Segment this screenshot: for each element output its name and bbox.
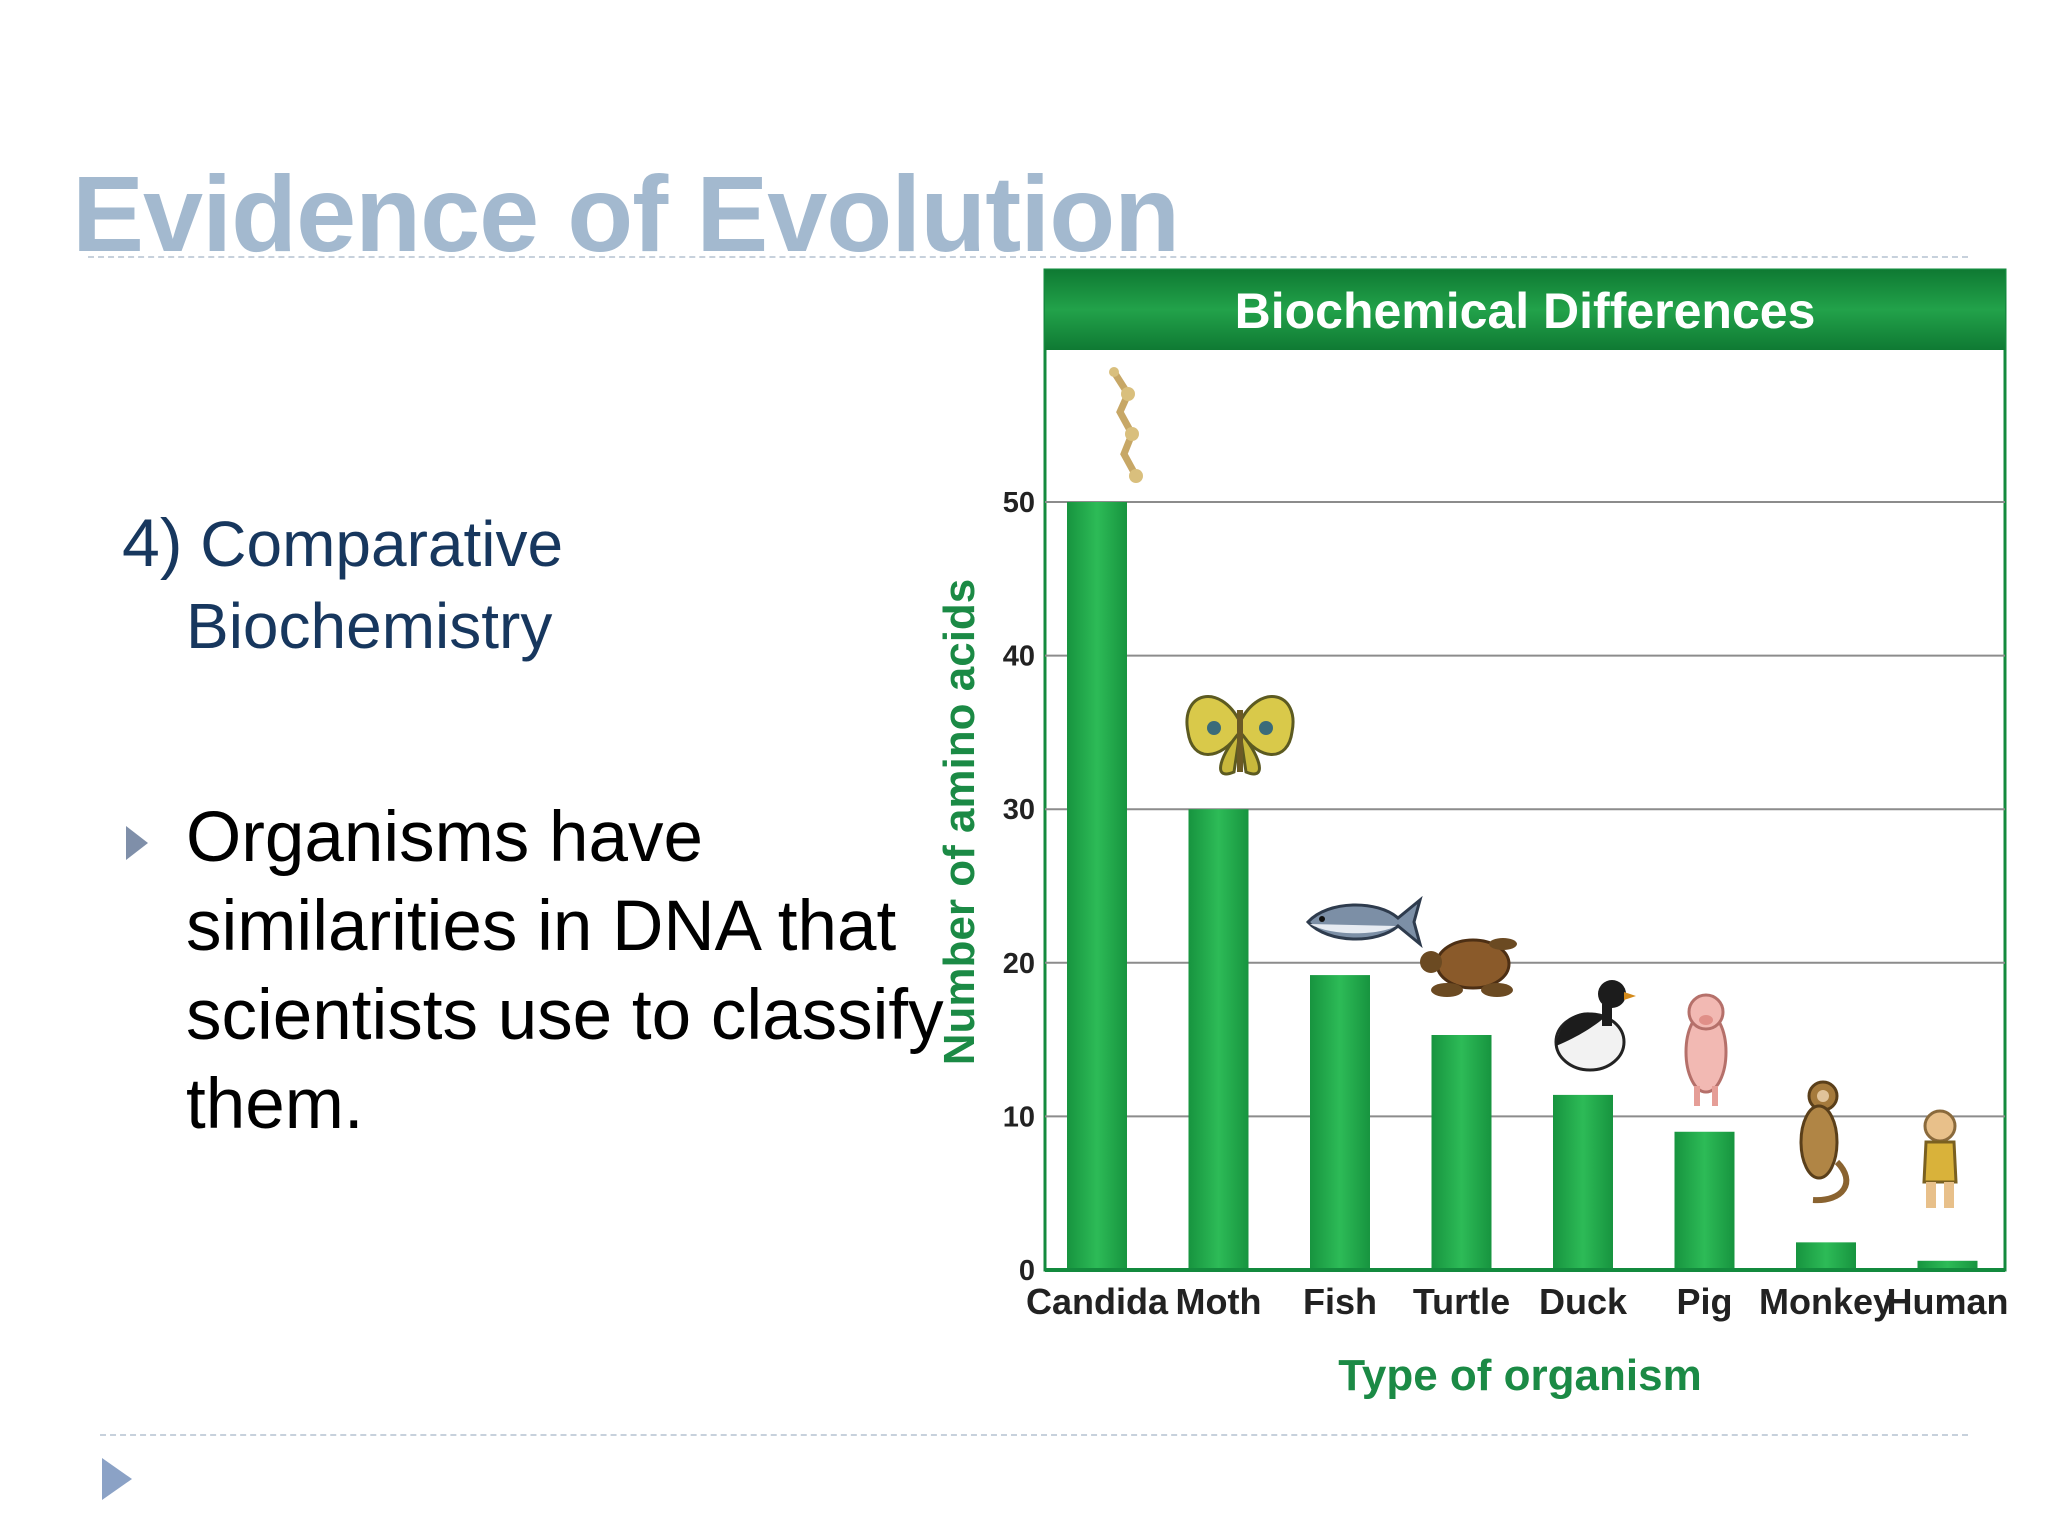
subheading-line1: Comparative bbox=[200, 508, 564, 580]
bar-moth bbox=[1188, 809, 1249, 1270]
y-tick-label: 20 bbox=[1003, 948, 1035, 980]
x-tick-label: Candida bbox=[1026, 1281, 1169, 1322]
slide-nav-arrow-icon[interactable] bbox=[102, 1458, 132, 1500]
human-icon bbox=[1922, 1109, 1958, 1208]
bar-pig bbox=[1674, 1131, 1735, 1270]
bar-human bbox=[1917, 1260, 1978, 1270]
bullet-text: Organisms have similarities in DNA that … bbox=[186, 798, 944, 1144]
x-tick-label: Pig bbox=[1676, 1281, 1732, 1322]
subheading-number: 4) bbox=[122, 505, 183, 581]
x-tick-label: Turtle bbox=[1413, 1281, 1510, 1322]
bar-monkey bbox=[1796, 1242, 1856, 1270]
chart-title: Biochemical Differences bbox=[1235, 283, 1816, 339]
subheading-line2: Biochemistry bbox=[186, 590, 553, 662]
x-tick-label: Moth bbox=[1176, 1281, 1262, 1322]
subheading: 4) Comparative Biochemistry bbox=[122, 502, 922, 667]
x-tick-label: Monkey bbox=[1759, 1281, 1893, 1322]
bar-fish bbox=[1310, 975, 1370, 1270]
turtle-icon bbox=[1420, 938, 1517, 997]
slide-title: Evidence of Evolution bbox=[72, 160, 1180, 258]
monkey-icon bbox=[1799, 1080, 1850, 1204]
moth-icon bbox=[1185, 695, 1295, 776]
chart-header bbox=[1045, 270, 2005, 350]
x-tick-label: Duck bbox=[1539, 1281, 1628, 1322]
x-tick-label: Fish bbox=[1303, 1281, 1377, 1322]
y-tick-label: 10 bbox=[1003, 1101, 1035, 1133]
bar-duck bbox=[1553, 1094, 1613, 1270]
duck-icon bbox=[1554, 980, 1636, 1072]
y-tick-label: 50 bbox=[1003, 487, 1035, 519]
bar-chart: Biochemical Differences 0 10 20 30 40 50 Cand… bbox=[935, 268, 2009, 1400]
footer-divider bbox=[100, 1434, 1968, 1436]
x-axis-title: Type of organism bbox=[1338, 1351, 1701, 1400]
title-divider bbox=[88, 256, 1968, 258]
bar-candida bbox=[1067, 502, 1127, 1270]
bullet-arrow-icon bbox=[126, 826, 148, 860]
y-axis-title: Number of amino acids bbox=[935, 579, 984, 1066]
y-tick-label: 0 bbox=[1019, 1255, 1035, 1287]
x-tick-label: Human bbox=[1886, 1281, 2008, 1322]
y-tick-label: 40 bbox=[1003, 641, 1035, 673]
bar-turtle bbox=[1431, 1034, 1492, 1270]
candida-icon bbox=[1109, 367, 1143, 483]
y-tick-label: 30 bbox=[1003, 794, 1035, 826]
pig-icon bbox=[1684, 993, 1728, 1106]
fish-icon bbox=[1305, 895, 1423, 949]
